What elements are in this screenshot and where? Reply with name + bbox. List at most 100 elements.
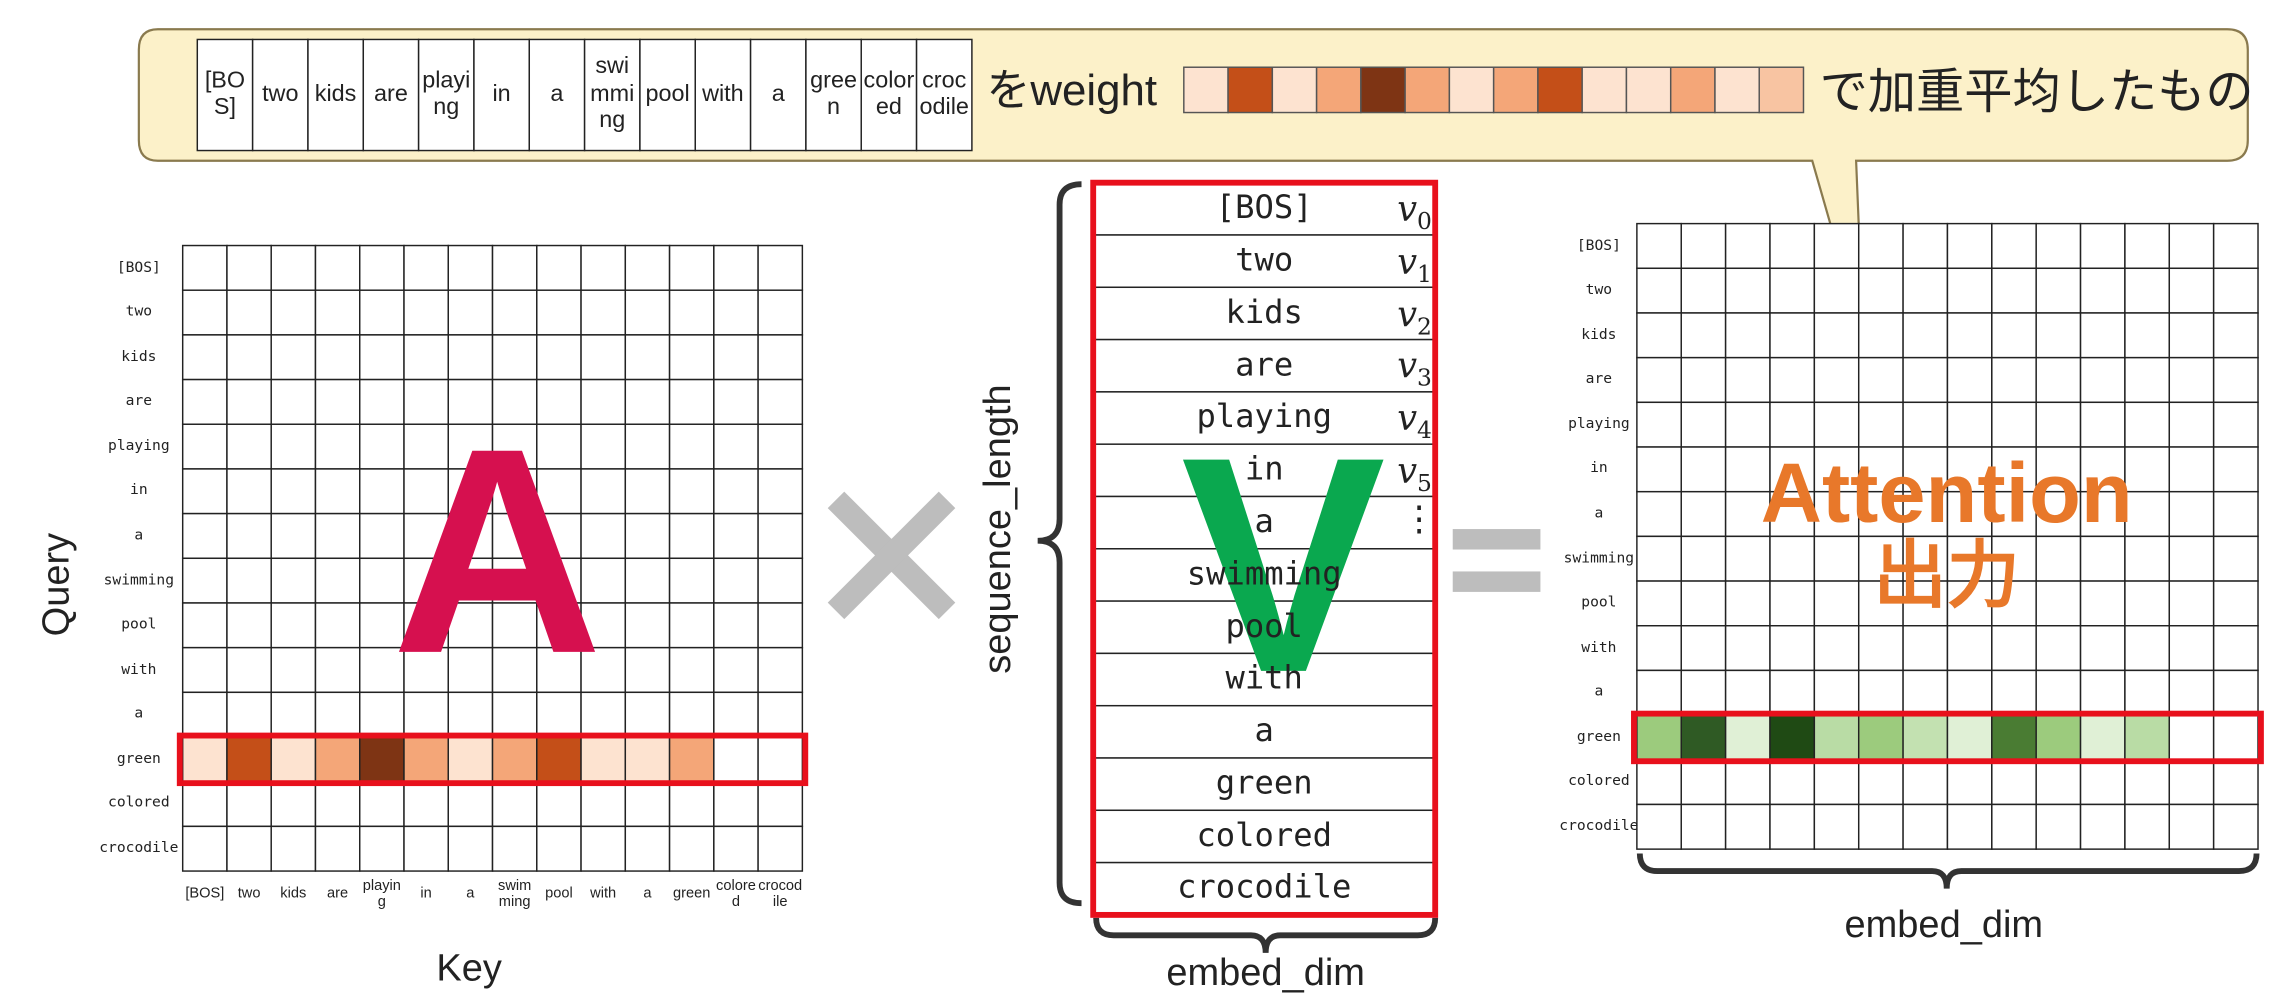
grid-cell xyxy=(757,468,804,515)
grid-cell xyxy=(1636,714,1682,761)
token-cell xyxy=(583,38,641,152)
weight-cell xyxy=(1537,66,1583,114)
grid-cell xyxy=(1946,490,1993,538)
grid-cell xyxy=(2212,580,2259,627)
weight-cell xyxy=(1183,66,1229,114)
grid-cell xyxy=(2168,222,2215,270)
grid-cell xyxy=(1680,401,1727,448)
grid-cell xyxy=(1813,535,1860,582)
grid-cell xyxy=(1946,669,1993,716)
grid-cell xyxy=(713,334,759,381)
grid-cell xyxy=(713,378,759,425)
output-title: 出力 xyxy=(1873,534,2020,617)
grid-cell xyxy=(624,244,671,291)
grid-cell xyxy=(2168,625,2215,672)
grid-cell xyxy=(757,736,804,783)
grid-cell xyxy=(1857,267,1904,314)
grid-cell xyxy=(2124,535,2171,582)
grid-cell xyxy=(447,825,494,872)
token: kids xyxy=(1225,294,1303,332)
grid-cell xyxy=(1680,535,1727,582)
row-label: are xyxy=(1585,371,1613,388)
row-label: colored xyxy=(1568,773,1630,790)
col-label: a xyxy=(643,886,652,903)
grid-cell xyxy=(713,468,759,515)
grid-cell xyxy=(270,736,317,783)
grid-cell xyxy=(491,646,538,694)
token-cell xyxy=(860,38,918,152)
row-label: crocodile xyxy=(1559,818,1639,835)
grid-cell xyxy=(2079,267,2126,314)
grid-cell xyxy=(270,646,317,694)
token: playing xyxy=(422,68,471,120)
vector-index: 0 xyxy=(1417,207,1432,236)
grid-cell xyxy=(580,289,627,336)
grid-cell xyxy=(491,468,538,515)
col-label: two xyxy=(237,886,261,903)
grid-cell xyxy=(713,289,759,336)
grid-cell xyxy=(270,289,317,336)
row-label: [BOS] xyxy=(1576,237,1621,254)
grid-cell xyxy=(359,646,405,694)
grid-cell xyxy=(1902,669,1949,716)
grid-cell xyxy=(713,602,759,649)
grid-cell xyxy=(1680,222,1727,270)
grid-cell xyxy=(1991,267,2037,314)
grid-cell xyxy=(713,557,759,604)
grid-cell xyxy=(270,423,317,470)
grid-cell xyxy=(1769,222,1816,270)
grid-cell xyxy=(1724,625,1771,672)
token: swimming xyxy=(590,54,635,134)
grid-cell xyxy=(359,780,405,828)
grid-cell xyxy=(2212,267,2259,314)
grid-cell xyxy=(1991,714,2037,761)
token-cell xyxy=(915,38,973,152)
grid-cell xyxy=(359,423,405,470)
grid-cell xyxy=(757,423,804,470)
grid-cell xyxy=(491,825,538,872)
grid-cell xyxy=(1636,446,1682,493)
grid-cell xyxy=(536,244,582,291)
grid-cell xyxy=(226,423,272,470)
grid-cell xyxy=(757,602,804,649)
grid-cell xyxy=(1991,490,2037,538)
bottom-brace xyxy=(1093,917,1439,954)
token: green xyxy=(1215,765,1313,803)
grid-cell xyxy=(270,825,317,872)
grid-cell xyxy=(2079,356,2126,404)
grid-cell xyxy=(270,244,317,291)
grid-cell xyxy=(1946,401,1993,448)
grid-cell xyxy=(1636,267,1682,314)
grid-cell xyxy=(1991,669,2037,716)
grid-cell xyxy=(2124,625,2171,672)
grid-cell xyxy=(1769,401,1816,448)
grid-cell xyxy=(2079,535,2126,582)
grid-cell xyxy=(270,512,317,560)
big-letter: V xyxy=(1180,393,1386,737)
grid-cell xyxy=(1813,312,1860,359)
col-label: with xyxy=(590,886,617,903)
grid-cell xyxy=(1769,312,1816,359)
token-cell xyxy=(307,38,365,152)
grid-cell xyxy=(1636,803,1682,850)
grid-cell xyxy=(1991,446,2037,493)
grid-cell xyxy=(580,244,627,291)
grid-cell xyxy=(2079,222,2126,270)
col-label: colored xyxy=(716,877,756,911)
grid-cell xyxy=(314,512,361,560)
grid-cell xyxy=(1813,490,1860,538)
grid-cell xyxy=(624,378,671,425)
grid-cell xyxy=(1724,312,1771,359)
grid-cell xyxy=(536,736,582,783)
grid-cell xyxy=(491,602,538,649)
grid-cell xyxy=(1724,535,1771,582)
grid-cell xyxy=(1857,714,1904,761)
row-cell xyxy=(1092,391,1436,445)
vector-symbol: v xyxy=(1397,397,1418,439)
grid-cell xyxy=(314,557,361,604)
grid-cell xyxy=(2035,714,2082,761)
grid-cell xyxy=(624,691,671,738)
grid-cell xyxy=(2035,535,2082,582)
grid-cell xyxy=(1991,625,2037,672)
